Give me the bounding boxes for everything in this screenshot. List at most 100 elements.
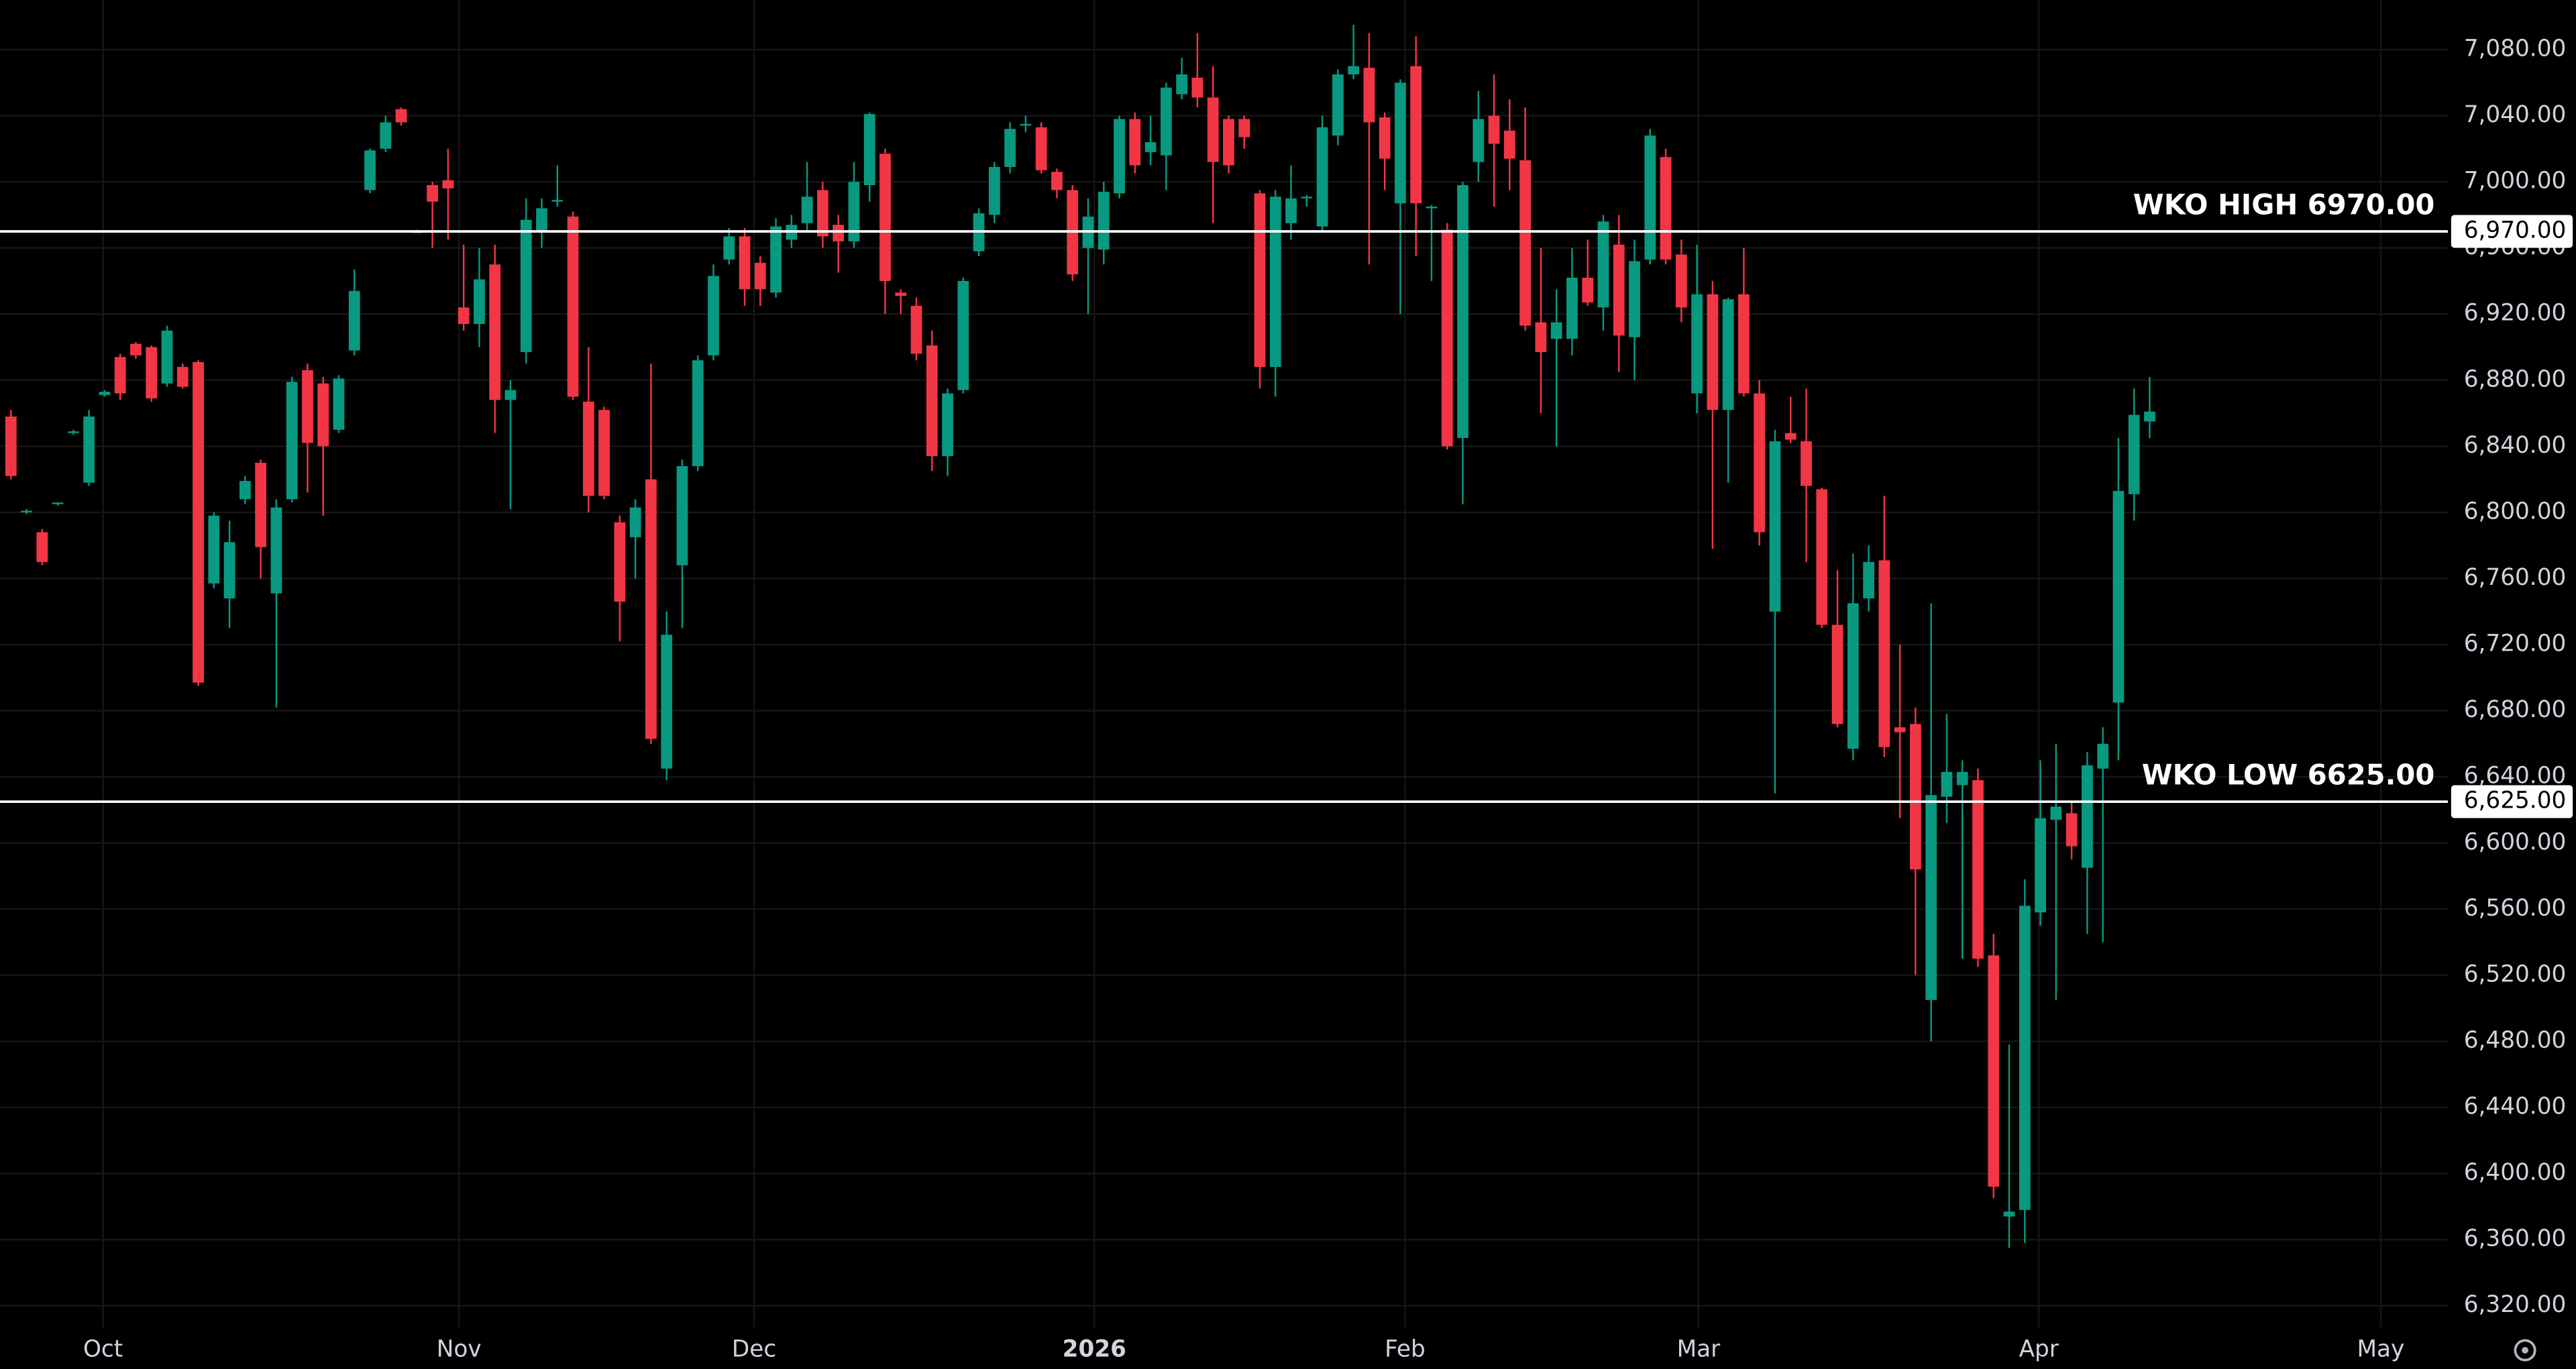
candles [5,24,2155,1248]
candle-body [1629,261,1640,337]
candle-body [395,109,407,123]
candle-body [1847,603,1859,749]
candle-body [879,154,891,281]
candle-body [895,292,907,296]
y-tick-label: 6,560.00 [2464,895,2567,922]
candle-body [2003,1211,2015,1217]
candle-body [1191,77,1203,98]
candle-body [1878,560,1890,747]
candle-body [1301,197,1313,199]
candle-body [1675,254,1687,308]
candle-body [1285,198,1297,223]
y-tick-label: 6,520.00 [2464,961,2567,987]
x-tick-label: Apr [2019,1336,2059,1363]
candle-body [2019,906,2031,1210]
candle-body [2128,415,2140,494]
candle-body [1503,130,1515,159]
settings-icon[interactable] [2514,1339,2536,1362]
candle-body [1816,489,1828,625]
candle-body [333,378,345,430]
candle-body [708,276,719,355]
settings-dot[interactable] [2522,1347,2528,1354]
candle-body [1801,441,1812,486]
candle-body [1035,127,1047,170]
candle-body [1956,771,1968,785]
candle-body [582,401,594,496]
candle-body [1207,97,1219,162]
y-tick-label: 6,640.00 [2464,763,2567,789]
candle-body [317,383,329,447]
candle-body [770,226,782,293]
candle-body [848,182,860,241]
candle-body [427,185,438,202]
candle-body [1441,229,1453,447]
y-tick-label: 6,480.00 [2464,1027,2567,1054]
candle-body [130,343,142,355]
overlays: WKO HIGH 6970.00 6,970.00 WKO LOW 6625.00 6… [0,188,2573,818]
candle-body [520,219,532,352]
candle-body [1363,68,1375,123]
y-tick-label: 6,680.00 [2464,696,2567,723]
settings-ring[interactable] [2514,1339,2536,1362]
candle-body [1769,441,1781,612]
candle-body [1348,66,1360,74]
candle-body [1472,119,1485,162]
candle-body [1707,294,1719,410]
candle-body [239,481,251,500]
candle-body [161,330,173,384]
candle-body [1395,83,1406,204]
candle-body [942,393,953,457]
candle-body [1144,142,1157,152]
candle-body [1691,294,1703,394]
y-tick-label: 6,880.00 [2464,366,2567,392]
y-tick-label: 6,320.00 [2464,1291,2567,1318]
candle-body [1597,221,1609,308]
candle-body [380,122,392,149]
candle-body [2112,490,2125,703]
candle-body [52,502,64,504]
candle-body [2035,818,2046,913]
candle-body [817,190,828,237]
candle-body [910,305,922,354]
x-tick-label: Feb [1385,1336,1426,1363]
candle-body [1254,193,1266,368]
y-tick-label: 6,760.00 [2464,564,2567,591]
y-tick-label: 6,400.00 [2464,1159,2567,1186]
candle-body [567,216,579,397]
candle-body [723,236,735,260]
candle-body [1426,207,1438,209]
y-tick-label: 7,000.00 [2464,168,2567,195]
y-tick-label: 6,800.00 [2464,498,2567,525]
candle-body [1097,191,1110,250]
y-tick-label: 6,920.00 [2464,300,2567,327]
price-badge-label: 6,625.00 [2464,787,2567,814]
y-tick-label: 6,840.00 [2464,432,2567,459]
candle-body [863,114,875,186]
candle-body [270,507,282,594]
price-badge [2451,785,2573,818]
candle-body [739,236,751,290]
level-label: WKO HIGH 6970.00 [2133,188,2435,221]
candle-body [1223,119,1234,166]
candle-body [1051,172,1063,190]
candle-body [1582,278,1594,303]
candle-body [458,307,470,324]
candle-body [442,180,454,188]
candle-body [692,360,704,466]
y-tick-label: 6,720.00 [2464,631,2567,657]
candle-body [1613,244,1625,336]
candle-body [146,347,158,398]
price-badge-label: 6,970.00 [2464,217,2567,244]
candle-body [208,515,220,584]
candle-body [1972,780,1984,959]
candle-body [551,200,564,202]
x-tick-label: 2026 [1063,1336,1126,1363]
candle-body [489,264,501,400]
x-tick-label: May [2357,1336,2404,1363]
candle-body [1238,119,1250,138]
candle-body [2050,806,2062,820]
candle-body [1550,322,1562,339]
candle-body [1941,771,1953,797]
